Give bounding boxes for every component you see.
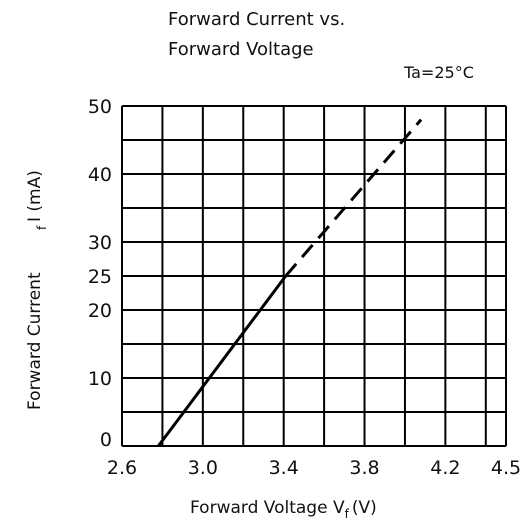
plot-series [157,118,423,447]
y-tick-labels: 0 10 20 25 30 40 50 [88,96,112,451]
series-line-dashed [284,118,423,277]
x-axis-label-unit: (V) [352,498,377,518]
y-axis-label-subscript: f [35,225,49,230]
series-line-solid [157,275,287,447]
y-axis-label-unit: I (mA) [25,170,45,222]
y-tick-label: 25 [88,266,112,288]
y-tick-label: 50 [88,96,112,118]
plot-grid [121,105,507,447]
x-tick-label: 3.4 [269,457,299,479]
chart-title-line-1: Forward Current vs. [168,9,345,30]
temperature-condition: Ta=25°C [403,63,474,82]
y-axis-label-text: Forward Current [25,272,45,410]
x-tick-label: 3.0 [188,457,218,479]
y-tick-label: 10 [88,368,112,390]
x-tick-label: 4.5 [491,457,521,479]
y-tick-label: 40 [88,164,112,186]
chart-title-line-2: Forward Voltage [168,39,314,60]
x-axis-label: Forward Voltage Vf (V) [190,498,377,521]
y-axis-label: Forward Current f I (mA) [25,170,49,410]
x-tick-label: 3.8 [349,457,379,479]
y-tick-label: 30 [88,232,112,254]
x-tick-label: 4.2 [430,457,460,479]
x-axis-label-text: Forward Voltage V [190,498,345,518]
x-tick-labels: 2.6 3.0 3.4 3.8 4.2 4.5 [107,457,521,479]
y-tick-label: 20 [88,300,112,322]
y-tick-label: 0 [100,429,112,451]
x-axis-label-subscript: f [345,507,350,521]
x-tick-label: 2.6 [107,457,137,479]
